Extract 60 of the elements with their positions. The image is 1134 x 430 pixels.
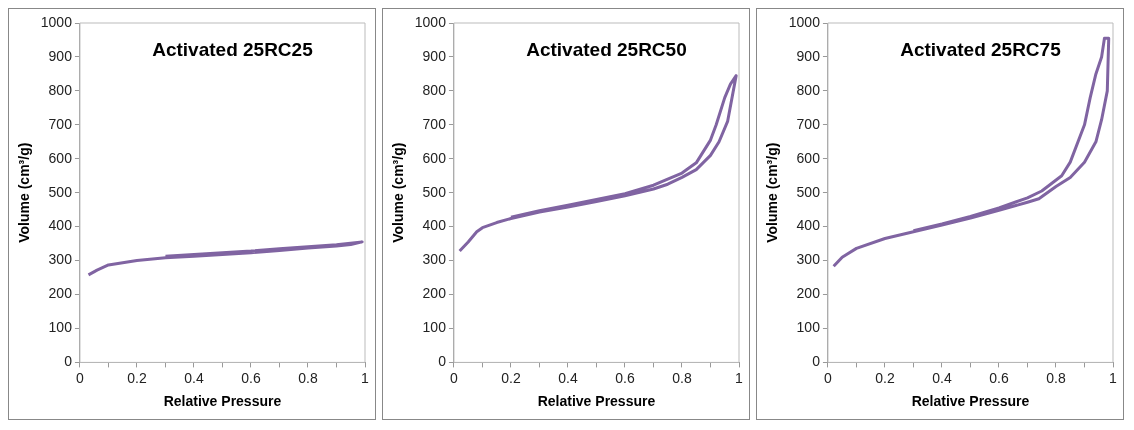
y-tick-label: 600 bbox=[48, 149, 73, 166]
x-tick-label: 0.6 bbox=[989, 369, 1009, 386]
y-tick-label: 700 bbox=[796, 115, 821, 132]
text: Activated 25RC75 bbox=[900, 39, 1062, 61]
y-tick-label: 100 bbox=[422, 319, 447, 336]
y-tick-label: 400 bbox=[422, 217, 447, 234]
x-tick-label: 1 bbox=[735, 369, 744, 386]
y-tick-label: 0 bbox=[812, 353, 821, 370]
y-tick-label: 900 bbox=[796, 47, 821, 64]
x-axis-title: Relative Pressure bbox=[911, 393, 1030, 410]
y-tick-label: 400 bbox=[48, 217, 73, 234]
y-tick-label: 700 bbox=[48, 115, 73, 132]
y-tick-label: 300 bbox=[796, 251, 821, 268]
y-tick-label: 0 bbox=[64, 353, 73, 370]
x-tick-label: 0 bbox=[76, 369, 85, 386]
y-tick-label: 600 bbox=[796, 149, 821, 166]
x-tick-label: 0.4 bbox=[184, 369, 204, 386]
text: Activated 25RC50 bbox=[526, 39, 687, 61]
x-tick-label: 0.8 bbox=[672, 369, 692, 386]
y-axis-title: Volume (cm³/g) bbox=[390, 142, 407, 243]
y-tick-label: 200 bbox=[48, 285, 73, 302]
y-tick-label: 1000 bbox=[40, 13, 73, 30]
y-tick-label: 800 bbox=[422, 81, 447, 98]
x-tick-label: 0 bbox=[450, 369, 459, 386]
x-axis-title: Relative Pressure bbox=[163, 393, 282, 410]
x-tick-label: 0.2 bbox=[875, 369, 895, 386]
y-tick-label: 100 bbox=[796, 319, 821, 336]
y-tick-label: 200 bbox=[422, 285, 447, 302]
y-tick-label: 700 bbox=[422, 115, 447, 132]
y-tick-label: 200 bbox=[796, 285, 821, 302]
y-tick-label: 500 bbox=[422, 183, 447, 200]
x-tick-label: 0.6 bbox=[615, 369, 635, 386]
y-tick-label: 900 bbox=[48, 47, 73, 64]
y-axis-title: Volume (cm³/g) bbox=[16, 142, 33, 243]
x-tick-label: 0 bbox=[824, 369, 833, 386]
x-axis-title: Relative Pressure bbox=[537, 393, 656, 410]
y-tick-label: 800 bbox=[48, 81, 73, 98]
y-tick-label: 500 bbox=[48, 183, 73, 200]
y-tick-label: 800 bbox=[796, 81, 821, 98]
x-tick-label: 0.2 bbox=[127, 369, 147, 386]
x-tick-label: 0.4 bbox=[932, 369, 952, 386]
y-tick-label: 500 bbox=[796, 183, 821, 200]
y-tick-label: 1000 bbox=[788, 13, 821, 30]
y-tick-label: 100 bbox=[48, 319, 73, 336]
x-tick-label: 0.6 bbox=[241, 369, 261, 386]
y-tick-label: 600 bbox=[422, 149, 447, 166]
x-tick-label: 1 bbox=[1109, 369, 1118, 386]
x-tick-label: 1 bbox=[361, 369, 370, 386]
y-tick-label: 300 bbox=[48, 251, 73, 268]
y-tick-label: 300 bbox=[422, 251, 447, 268]
y-tick-label: 900 bbox=[422, 47, 447, 64]
x-tick-label: 0.8 bbox=[298, 369, 318, 386]
text: Activated 25RC25 bbox=[152, 39, 314, 61]
y-tick-label: 400 bbox=[796, 217, 821, 234]
y-tick-label: 0 bbox=[438, 353, 447, 370]
x-tick-label: 0.8 bbox=[1046, 369, 1066, 386]
x-tick-label: 0.2 bbox=[501, 369, 521, 386]
y-tick-label: 1000 bbox=[414, 13, 447, 30]
x-tick-label: 0.4 bbox=[558, 369, 578, 386]
y-axis-title: Volume (cm³/g) bbox=[764, 142, 781, 243]
